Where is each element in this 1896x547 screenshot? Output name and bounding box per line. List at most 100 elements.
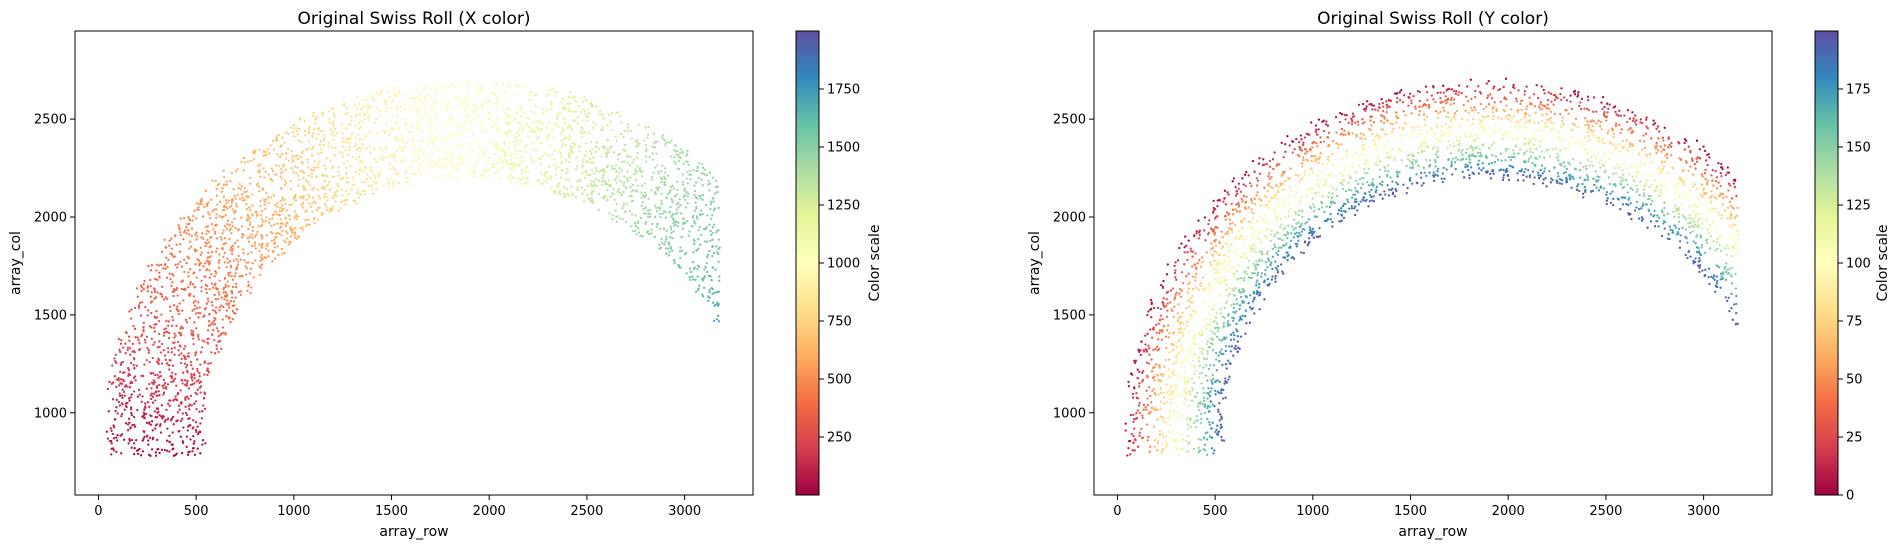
scatter-point [428, 93, 432, 97]
scatter-point [1209, 286, 1213, 289]
scatter-point [1343, 113, 1346, 117]
scatter-point [415, 96, 418, 99]
scatter-point [679, 256, 682, 260]
scatter-point [373, 148, 376, 151]
scatter-point [606, 139, 609, 142]
scatter-point [449, 154, 452, 157]
x-tick-label: 2500 [570, 504, 603, 519]
scatter-point [413, 98, 416, 101]
scatter-point [1591, 124, 1595, 128]
scatter-point [1623, 114, 1626, 117]
scatter-point [520, 168, 523, 172]
scatter-point [379, 91, 382, 94]
scatter-point [192, 214, 195, 218]
scatter-point [1268, 177, 1271, 180]
scatter-point [195, 238, 198, 241]
scatter-point [1639, 118, 1642, 121]
scatter-point [404, 181, 407, 184]
scatter-point [1483, 127, 1486, 131]
scatter-point [1159, 314, 1163, 317]
scatter-point [178, 250, 182, 253]
scatter-point [498, 130, 501, 133]
scatter-point [1660, 209, 1664, 212]
scatter-point [1274, 194, 1277, 197]
scatter-point [656, 187, 659, 190]
scatter-point [227, 303, 230, 307]
scatter-point [1238, 308, 1241, 311]
scatter-point [159, 351, 163, 354]
scatter-point [266, 244, 269, 248]
scatter-point [260, 253, 263, 257]
scatter-point [1318, 235, 1322, 238]
scatter-point [1611, 190, 1614, 193]
scatter-point [1449, 130, 1452, 133]
scatter-point [1299, 134, 1302, 137]
scatter-point [1571, 158, 1575, 161]
scatter-point [664, 141, 667, 145]
scatter-point [477, 115, 480, 118]
scatter-point [1398, 99, 1402, 102]
scatter-point [1146, 397, 1149, 400]
scatter-point [1665, 153, 1669, 156]
scatter-point [1535, 83, 1538, 87]
scatter-point [609, 120, 612, 123]
scatter-point [529, 91, 533, 94]
scatter-point [133, 358, 136, 361]
scatter-point [629, 155, 632, 158]
scatter-point [1356, 209, 1359, 212]
scatter-point [1719, 192, 1722, 195]
scatter-point [1700, 246, 1703, 249]
scatter-point [680, 249, 684, 252]
scatter-point [129, 396, 132, 399]
scatter-point [153, 297, 156, 300]
scatter-point [411, 172, 414, 176]
scatter-point [622, 190, 625, 194]
scatter-point [1235, 247, 1238, 250]
scatter-point [259, 163, 262, 166]
scatter-point [195, 408, 198, 411]
scatter-point [1559, 149, 1562, 152]
scatter-point [1607, 107, 1610, 110]
scatter-point [412, 106, 415, 109]
scatter-point [587, 132, 590, 135]
scatter-point [170, 247, 173, 250]
scatter-point [1528, 174, 1532, 177]
scatter-point [1309, 228, 1312, 231]
scatter-point [613, 198, 616, 201]
scatter-point [422, 117, 425, 120]
scatter-point [186, 453, 190, 456]
scatter-point [1342, 202, 1346, 206]
scatter-point [623, 129, 626, 133]
scatter-point [180, 352, 183, 355]
scatter-point [225, 201, 228, 205]
scatter-point [595, 169, 598, 173]
scatter-point [194, 391, 197, 394]
scatter-point [429, 116, 432, 120]
scatter-point [460, 102, 463, 106]
scatter-point [1552, 103, 1555, 106]
scatter-point [419, 173, 423, 176]
scatter-point [1481, 119, 1484, 123]
scatter-point [228, 206, 231, 209]
scatter-point [1455, 135, 1458, 139]
scatter-point [198, 410, 201, 413]
scatter-point [177, 312, 180, 316]
scatter-point [275, 205, 279, 208]
scatter-point [1500, 168, 1503, 171]
scatter-point [632, 199, 635, 202]
scatter-point [672, 187, 675, 190]
scatter-point [668, 141, 671, 144]
scatter-point [264, 154, 267, 157]
scatter-point [200, 251, 204, 254]
scatter-point [1449, 144, 1452, 147]
scatter-point [636, 151, 639, 155]
scatter-point [635, 233, 638, 236]
scatter-point [172, 399, 175, 402]
scatter-point [628, 209, 632, 213]
scatter-point [562, 192, 566, 195]
scatter-point [664, 143, 667, 147]
scatter-point [359, 125, 363, 129]
scatter-point [237, 254, 240, 258]
scatter-point [1687, 169, 1690, 173]
scatter-point [1305, 221, 1309, 224]
